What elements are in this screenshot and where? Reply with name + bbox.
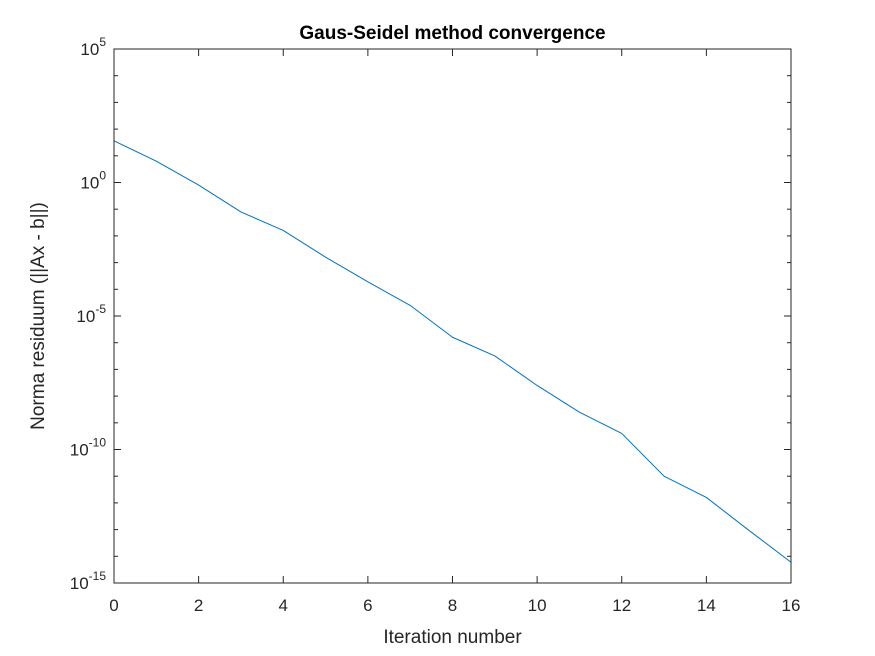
y-tick-label: 100 bbox=[80, 169, 106, 193]
x-tick-label: 2 bbox=[194, 596, 203, 615]
x-tick-label: 8 bbox=[448, 596, 457, 615]
y-tick-exponent: -10 bbox=[89, 436, 107, 450]
y-tick-exponent: -5 bbox=[95, 302, 106, 316]
x-tick-label: 16 bbox=[782, 596, 801, 615]
plot-frame bbox=[113, 48, 792, 584]
x-tick-labels: 0 2 4 6 8 10 12 14 16 bbox=[109, 596, 800, 615]
x-tick-label: 10 bbox=[528, 596, 547, 615]
x-tick-label: 6 bbox=[363, 596, 372, 615]
y-tick-exponent: -15 bbox=[89, 569, 107, 583]
y-tick-base: 10 bbox=[70, 441, 89, 460]
y-tick-base: 10 bbox=[80, 40, 99, 59]
x-tick-label: 12 bbox=[612, 596, 631, 615]
y-tick-base: 10 bbox=[76, 307, 95, 326]
series-group bbox=[113, 140, 792, 563]
plot-background bbox=[114, 49, 791, 583]
y-tick-exponent: 5 bbox=[99, 35, 106, 49]
y-tick-label: 10-10 bbox=[70, 436, 107, 460]
y-tick-exponent: 0 bbox=[99, 169, 106, 183]
tick-marks bbox=[113, 48, 792, 584]
chart-title: Gaus-Seidel method convergence bbox=[299, 23, 605, 44]
y-tick-base: 10 bbox=[80, 174, 99, 193]
x-tick-label: 4 bbox=[279, 596, 288, 615]
y-axis-label: Norma residuum (||Ax - b||) bbox=[28, 202, 49, 430]
y-tick-label: 105 bbox=[80, 35, 106, 59]
y-tick-base: 10 bbox=[70, 574, 89, 593]
y-tick-label: 10-15 bbox=[70, 569, 107, 593]
x-tick-label: 14 bbox=[697, 596, 716, 615]
x-tick-label: 0 bbox=[109, 596, 118, 615]
series-line bbox=[113, 140, 792, 563]
y-tick-label: 10-5 bbox=[76, 302, 106, 326]
x-axis-label: Iteration number bbox=[383, 627, 522, 648]
